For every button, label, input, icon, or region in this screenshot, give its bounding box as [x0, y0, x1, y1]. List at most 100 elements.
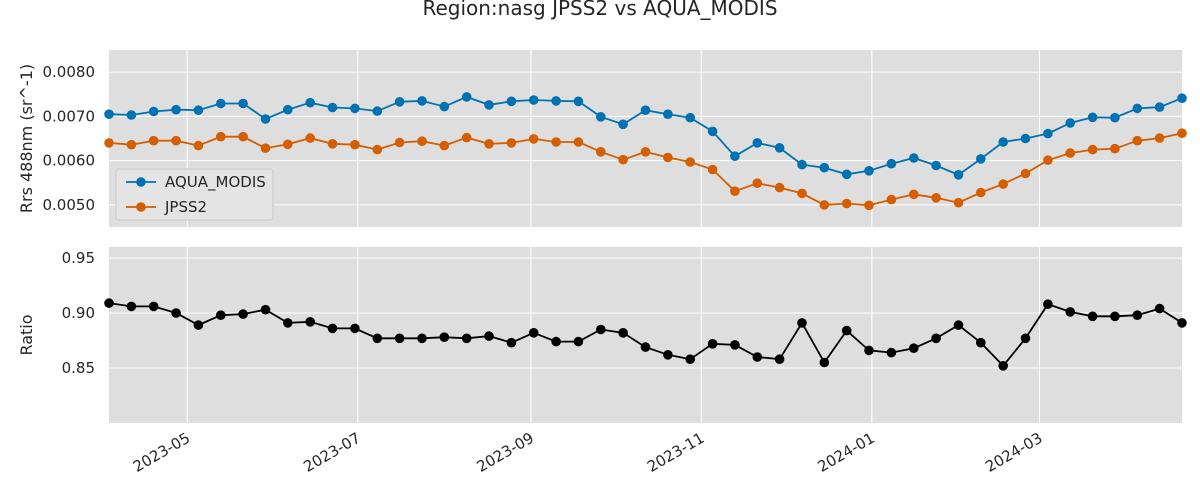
data-point — [730, 186, 740, 196]
data-point — [663, 350, 673, 360]
x-tick-label: 2023-05 — [130, 429, 193, 476]
data-point — [596, 324, 606, 335]
data-point — [596, 112, 606, 122]
y-tick-label: 0.0070 — [43, 107, 96, 125]
data-point — [774, 143, 785, 153]
data-point — [305, 97, 316, 108]
data-point — [685, 157, 695, 167]
data-point — [417, 136, 427, 146]
data-point — [953, 197, 964, 208]
data-point — [663, 109, 673, 119]
legend-label: JPSS2 — [164, 198, 207, 216]
data-point — [461, 132, 472, 143]
data-point — [528, 328, 539, 338]
data-point — [931, 160, 941, 171]
data-point — [551, 336, 561, 347]
data-point — [909, 153, 919, 163]
data-point — [327, 102, 338, 113]
data-point — [1065, 148, 1075, 158]
data-point — [1087, 144, 1098, 155]
data-point — [394, 333, 405, 344]
data-point — [484, 331, 494, 341]
data-point — [394, 137, 405, 148]
legend-marker — [136, 177, 146, 187]
data-point — [640, 105, 651, 115]
data-point — [730, 340, 740, 350]
data-point — [1043, 128, 1053, 139]
data-point — [148, 106, 159, 117]
data-point — [774, 354, 785, 365]
data-point — [797, 318, 807, 328]
data-point — [551, 96, 561, 106]
x-tick-label: 2024-03 — [982, 429, 1045, 476]
data-point — [260, 304, 271, 315]
data-point — [909, 343, 919, 354]
data-point — [685, 112, 695, 123]
data-point — [238, 309, 248, 319]
data-point — [998, 361, 1008, 371]
data-point — [171, 104, 181, 115]
data-point — [260, 114, 271, 124]
data-point — [797, 188, 807, 199]
data-point — [461, 333, 472, 344]
data-point — [461, 92, 472, 102]
data-point — [439, 101, 450, 112]
data-point — [998, 179, 1008, 189]
data-point — [864, 200, 874, 211]
data-point — [506, 138, 517, 148]
data-point — [841, 198, 852, 209]
data-point — [1177, 318, 1187, 328]
data-point — [864, 166, 874, 176]
data-point — [283, 318, 293, 328]
data-point — [730, 151, 740, 161]
data-point — [998, 137, 1008, 147]
data-point — [1065, 118, 1075, 128]
plot-area-2 — [109, 247, 1182, 423]
data-point — [506, 96, 517, 107]
data-point — [528, 95, 539, 105]
data-point — [506, 337, 517, 348]
data-point — [305, 317, 316, 327]
data-point — [774, 182, 785, 193]
data-point — [819, 357, 830, 368]
data-point — [953, 320, 964, 330]
data-point — [596, 147, 606, 157]
data-point — [864, 345, 874, 356]
data-point — [439, 332, 450, 343]
data-point — [640, 147, 651, 157]
y-axis-label: Rrs 488nm (sr^-1) — [17, 64, 36, 213]
data-point — [1154, 303, 1165, 314]
data-point — [1020, 333, 1031, 344]
data-point — [797, 159, 807, 170]
data-point — [417, 333, 427, 344]
data-point — [350, 139, 360, 150]
data-point — [394, 97, 405, 107]
data-point — [327, 139, 338, 149]
data-point — [976, 337, 986, 348]
data-point — [707, 164, 718, 175]
data-point — [752, 138, 763, 148]
data-point — [104, 298, 114, 308]
data-point — [171, 308, 181, 318]
data-point — [707, 339, 718, 349]
data-point — [1154, 102, 1165, 112]
data-point — [953, 170, 964, 180]
data-point — [484, 139, 494, 149]
data-point — [976, 187, 986, 198]
data-point — [640, 342, 651, 352]
data-point — [819, 162, 830, 173]
data-point — [1154, 133, 1165, 143]
data-point — [886, 158, 897, 169]
data-point — [1065, 307, 1075, 317]
x-tick-label: 2023-07 — [300, 429, 363, 476]
data-point — [238, 98, 248, 109]
data-point — [1110, 311, 1120, 322]
data-point — [1177, 93, 1187, 103]
data-point — [931, 193, 941, 203]
data-point — [528, 134, 539, 144]
data-point — [283, 139, 293, 150]
data-point — [193, 320, 204, 330]
y-tick-label: 0.0060 — [43, 152, 96, 170]
data-point — [909, 189, 919, 200]
